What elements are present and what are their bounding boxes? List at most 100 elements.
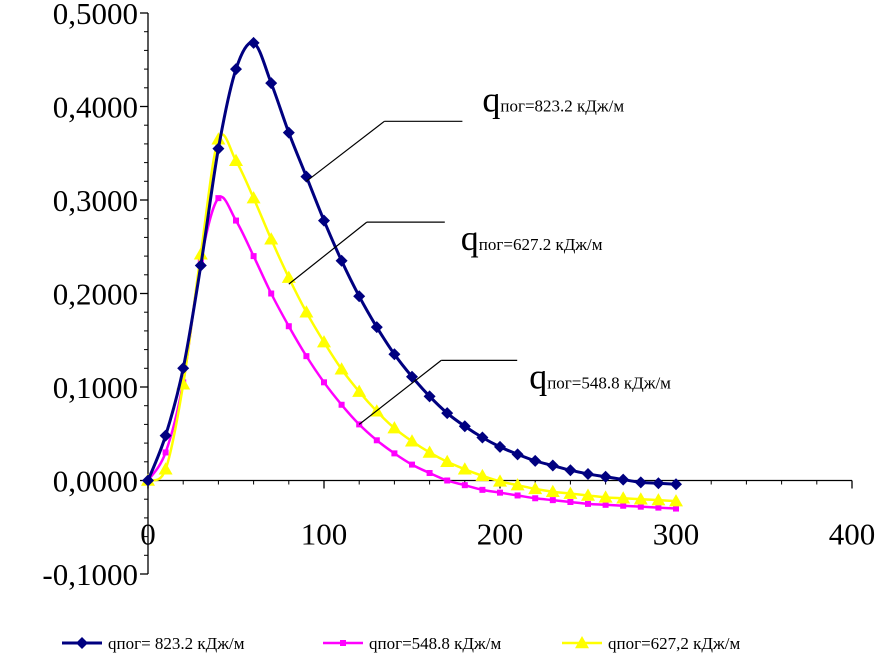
data-point <box>229 153 243 166</box>
data-point <box>479 486 486 493</box>
x-tick-label: 100 <box>301 517 348 552</box>
callouts: qпог=823.2 кДж/м qпог=627.2 кДж/м qпог=5… <box>288 79 671 425</box>
callout-q: q <box>529 356 547 396</box>
data-point <box>317 335 331 348</box>
x-tick-label: 300 <box>653 517 700 552</box>
data-point <box>159 429 172 442</box>
data-point <box>567 499 574 506</box>
data-point <box>458 420 471 433</box>
data-point <box>617 473 630 486</box>
data-point <box>440 454 455 468</box>
y-tick-label: 0,2000 <box>53 277 138 312</box>
callout-q: q <box>482 79 500 119</box>
data-point <box>303 353 310 360</box>
callout-leader <box>358 359 442 425</box>
callout-leader <box>306 120 385 182</box>
series-823 <box>142 36 682 491</box>
data-point <box>211 132 226 145</box>
data-point <box>581 488 595 501</box>
data-point <box>373 437 380 444</box>
data-point <box>546 459 559 472</box>
y-tick-label: 0,3000 <box>53 183 138 218</box>
data-point <box>230 63 242 76</box>
callout-823: qпог=823.2 кДж/м <box>306 79 624 182</box>
data-point <box>633 492 648 505</box>
legend-item-823: qпог= 823.2 кДж/м <box>62 634 245 653</box>
data-point <box>388 348 401 361</box>
y-tick-label: 0,4000 <box>53 90 138 125</box>
data-point <box>563 486 578 499</box>
data-point <box>265 77 278 90</box>
callout-label: qпог=548.8 кДж/м <box>529 356 671 396</box>
data-point <box>461 482 468 489</box>
data-point <box>510 478 525 491</box>
callout-q: q <box>461 218 479 258</box>
callout-548: qпог=548.8 кДж/м <box>358 356 671 425</box>
y-tick-label: -0,1000 <box>42 557 138 592</box>
y-tick-label: 0,5000 <box>53 0 138 31</box>
data-point <box>268 290 275 297</box>
data-point <box>422 445 437 458</box>
data-point <box>652 477 665 490</box>
legend-item-627: qпог=627,2 кДж/м <box>562 634 740 653</box>
data-point <box>620 502 627 509</box>
data-point <box>673 505 679 512</box>
legend-label: qпог= 823.2 кДж/м <box>108 634 245 653</box>
callout-subscript: пог=823.2 кДж/м <box>500 96 624 115</box>
data-point <box>457 462 472 475</box>
data-point <box>582 467 594 480</box>
data-point <box>585 500 591 507</box>
callout-subscript: пог=548.8 кДж/м <box>547 373 671 392</box>
data-point <box>634 476 647 489</box>
data-point <box>599 470 612 483</box>
data-point <box>406 370 418 383</box>
data-point <box>493 474 507 487</box>
data-point <box>250 253 257 260</box>
data-point <box>670 478 682 491</box>
data-point <box>193 247 208 260</box>
data-point <box>334 362 349 375</box>
legend-item-548: qпог=548.8 кДж/м <box>323 634 501 653</box>
x-tick-label: 200 <box>477 517 524 552</box>
data-point <box>177 362 190 375</box>
data-point <box>370 321 383 334</box>
callout-subscript: пог=627.2 кДж/м <box>479 235 603 254</box>
data-point <box>423 390 436 403</box>
legend-swatch-marker <box>76 637 88 649</box>
legend-label: qпог=548.8 кДж/м <box>369 634 501 653</box>
data-point <box>602 501 609 508</box>
data-point <box>142 474 154 487</box>
data-point <box>338 401 345 408</box>
callout-627: qпог=627.2 кДж/м <box>288 218 603 285</box>
data-point <box>532 495 539 502</box>
data-point <box>299 305 314 318</box>
legend-swatch-marker <box>575 636 589 649</box>
data-point <box>514 492 521 499</box>
legend-swatch-marker <box>340 640 346 646</box>
data-point <box>352 384 367 397</box>
plot-area <box>141 36 683 512</box>
data-point <box>545 484 560 497</box>
data-point <box>281 270 296 283</box>
y-tick-label: 0,1000 <box>53 370 138 405</box>
data-point <box>318 214 330 227</box>
data-point <box>549 497 556 504</box>
callout-label: qпог=627.2 кДж/м <box>461 218 603 258</box>
data-point <box>564 464 577 477</box>
data-point <box>246 191 261 204</box>
data-point <box>441 407 454 420</box>
data-point <box>335 254 348 267</box>
data-point <box>497 489 503 496</box>
data-point <box>426 470 433 477</box>
data-point <box>476 431 489 444</box>
data-point <box>215 195 222 202</box>
data-point <box>651 493 666 506</box>
callout-label: qпог=823.2 кДж/м <box>482 79 624 119</box>
data-point <box>529 454 542 467</box>
data-point <box>387 421 402 434</box>
data-point <box>475 468 490 482</box>
data-point <box>162 449 169 456</box>
data-point <box>409 461 415 468</box>
data-point <box>353 290 366 303</box>
